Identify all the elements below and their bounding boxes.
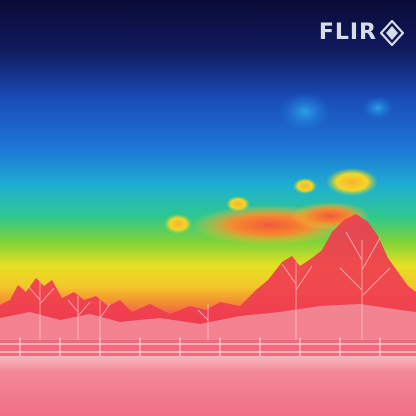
fence xyxy=(0,338,416,356)
flir-logo-text: FLIR xyxy=(318,20,377,45)
blue-blob xyxy=(279,92,331,132)
tree-branches xyxy=(27,231,391,340)
blue-blob xyxy=(362,96,394,120)
warm-cloud xyxy=(164,214,192,234)
warm-cloud xyxy=(293,178,317,194)
flir-diamond-logo-icon xyxy=(380,20,404,46)
flir-logo: FLIR xyxy=(319,20,404,46)
tree-highlight xyxy=(0,304,416,340)
warm-cloud xyxy=(326,168,378,196)
ground xyxy=(0,356,416,416)
